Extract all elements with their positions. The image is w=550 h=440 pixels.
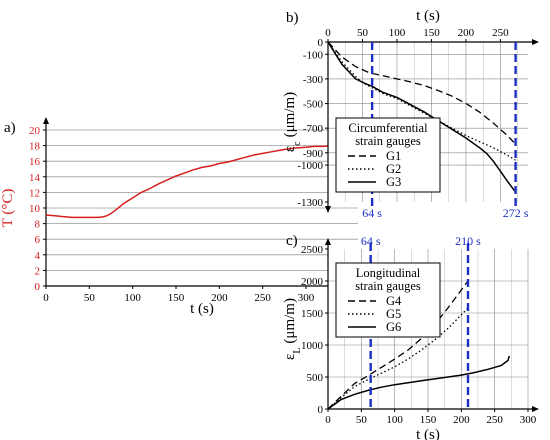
panel-label-c: c) <box>286 233 298 249</box>
y-tick-label: 16 <box>29 156 41 168</box>
x-tick-label: 0 <box>325 414 331 426</box>
x-tick-label: 250 <box>254 292 271 304</box>
series-line-g6 <box>327 355 511 410</box>
chart-c-longitudinal-strain: 0 50 100 150 200 250 300 0 500 1000 1500 2000 2500 64… <box>282 233 539 440</box>
x-tick-label: 100 <box>389 27 406 39</box>
legend-entry-g2: G2 <box>386 162 401 176</box>
x-tick-label: 0 <box>325 27 331 39</box>
legend-title-line: strain gauges <box>355 134 421 148</box>
x-axis-title: t (s) <box>190 301 214 317</box>
y-tick-label: 20 <box>29 125 41 137</box>
y-axis-title-symbol: ε <box>282 354 298 360</box>
x-tick-label: 100 <box>124 292 141 304</box>
x-tick-label: 100 <box>386 414 403 426</box>
x-tick-label: 150 <box>423 27 440 39</box>
y-tick-label: 1500 <box>301 308 324 320</box>
x-tick-label: 250 <box>486 414 503 426</box>
x-tick-label: 50 <box>356 414 368 426</box>
y-tick-label: 2500 <box>301 244 324 256</box>
chart-b-circumferential-strain: 0 50 100 150 200 250 0-100 -300 -500 -700 -900-100… <box>282 8 539 220</box>
y-tick-label: -900 <box>303 148 324 160</box>
x-tick-label: 150 <box>168 292 185 304</box>
x-tick-label: 50 <box>357 27 369 39</box>
y-tick-label: 12 <box>29 187 40 199</box>
legend-entry-g6: G6 <box>386 320 401 334</box>
x-axis-title: t (s) <box>416 427 440 440</box>
y-tick-label: -100 <box>303 49 324 61</box>
legend-title-line: Circumferential <box>348 121 428 135</box>
y-axis-title: εL (μm/m) <box>282 298 303 360</box>
legend-entry-g4: G4 <box>386 294 402 308</box>
x-tick-label: 200 <box>211 292 228 304</box>
y-axis-title: T (°C) <box>0 189 16 228</box>
y-tick-label: 10 <box>29 203 41 215</box>
series-line-g3 <box>327 41 517 193</box>
y-tick-label: 18 <box>29 141 41 153</box>
panel-label-b: b) <box>286 10 299 26</box>
x-tick-label: 200 <box>453 414 470 426</box>
y-tick-label: 500 <box>307 372 324 384</box>
x-tick-label: 250 <box>492 27 509 39</box>
x-tick-label: 300 <box>298 292 315 304</box>
y-tick-label: 8 <box>35 219 41 231</box>
y-axis-title-unit: (μm/m) <box>282 298 298 344</box>
y-tick-label: 2 <box>35 265 41 277</box>
y-axis-arrow <box>325 206 331 213</box>
x-axis-arrow <box>532 39 539 45</box>
y-tick-label: 14 <box>29 172 41 184</box>
series-line-g4 <box>327 280 469 410</box>
y-tick-label: -1000 <box>297 160 323 172</box>
y-tick-label: 0 <box>318 404 324 416</box>
legend-title-line: strain gauges <box>355 279 421 293</box>
x-axis-arrow <box>532 406 539 412</box>
series-line-temperature <box>45 144 341 219</box>
x-tick-label: 50 <box>84 292 96 304</box>
y-axis-title-subscript: L <box>292 348 303 354</box>
y-axis-title-unit: (μm/m) <box>282 92 298 138</box>
marker-label-0: 64 s <box>362 206 382 220</box>
legend-entry-g3: G3 <box>386 175 401 189</box>
y-axis-title-subscript: c <box>292 141 303 146</box>
marker-label-0: 64 s <box>361 234 381 248</box>
y-axis-title-symbol: ε <box>282 146 298 152</box>
x-axis-title: t (s) <box>416 8 440 24</box>
y-tick-label: 0 <box>318 37 324 49</box>
y-axis-title: εc (μm/m) <box>282 92 303 152</box>
x-tick-label: 200 <box>458 27 475 39</box>
series-line-g1 <box>327 41 517 145</box>
y-axis-arrow <box>43 117 49 124</box>
legend-box <box>335 117 441 193</box>
y-tick-label: -1300 <box>297 197 323 209</box>
x-tick-label: 300 <box>520 414 537 426</box>
legend-entry-g5: G5 <box>386 307 401 321</box>
y-tick-label: 4 <box>35 250 41 262</box>
y-tick-label: -700 <box>303 123 324 135</box>
legend-box <box>335 262 441 338</box>
series-line-g5 <box>327 307 469 410</box>
y-tick-label: 0 <box>35 281 41 293</box>
series-line-g2 <box>327 41 516 161</box>
y-axis-arrow <box>325 238 331 245</box>
x-tick-label: 150 <box>420 414 437 426</box>
chart-a-temperature: 02468101214161820050100150200250300350t … <box>0 117 369 317</box>
panel-label-a: a) <box>4 120 16 136</box>
y-tick-label: 2000 <box>301 276 324 288</box>
y-tick-label: 6 <box>35 234 41 246</box>
marker-label-1: 272 s <box>503 206 529 220</box>
y-tick-label: -300 <box>303 74 324 86</box>
legend-entry-g1: G1 <box>386 149 401 163</box>
marker-label-1: 210 s <box>455 234 481 248</box>
legend-title-line: Longitudinal <box>356 266 421 280</box>
y-tick-label: 1000 <box>301 340 324 352</box>
y-tick-label: -500 <box>303 99 324 111</box>
x-tick-label: 0 <box>43 292 49 304</box>
